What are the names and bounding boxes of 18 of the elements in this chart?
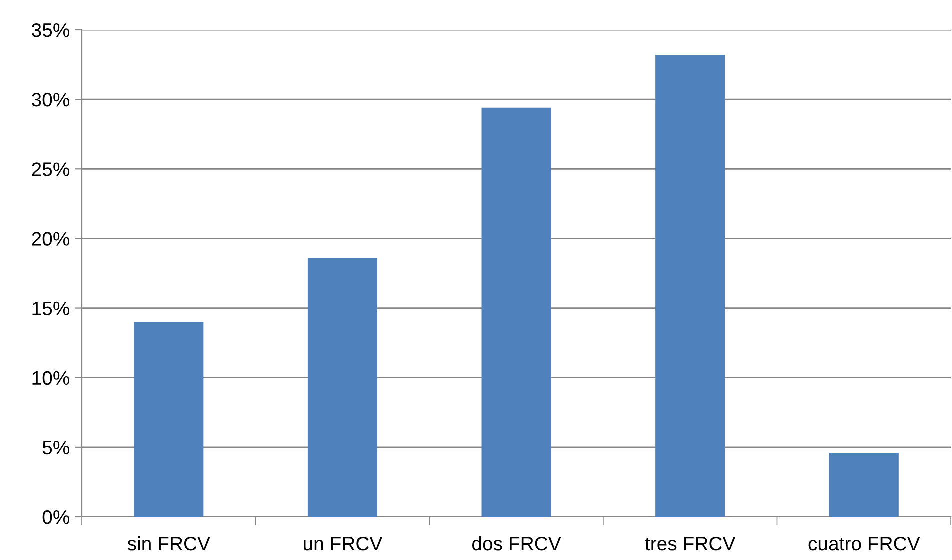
y-tick-label: 25% xyxy=(32,162,70,176)
x-tick-label: tres FRCV xyxy=(645,536,736,551)
bar xyxy=(482,108,552,517)
x-tick-label: sin FRCV xyxy=(128,536,210,551)
y-tick-label: 5% xyxy=(42,440,70,455)
y-tick-label: 20% xyxy=(32,232,70,246)
bar xyxy=(308,258,378,517)
x-tick-label: un FRCV xyxy=(304,536,383,551)
bar xyxy=(656,55,726,517)
x-tick-label: dos FRCV xyxy=(472,536,562,551)
y-tick-label: 35% xyxy=(32,23,70,38)
y-tick-label: 10% xyxy=(32,371,70,386)
y-tick-label: 15% xyxy=(32,302,70,316)
y-tick-label: 30% xyxy=(32,93,70,107)
bar xyxy=(829,452,899,517)
y-tick-label: 0% xyxy=(42,510,70,524)
x-tick-label: cuatro FRCV xyxy=(808,536,920,551)
bar xyxy=(134,322,204,517)
